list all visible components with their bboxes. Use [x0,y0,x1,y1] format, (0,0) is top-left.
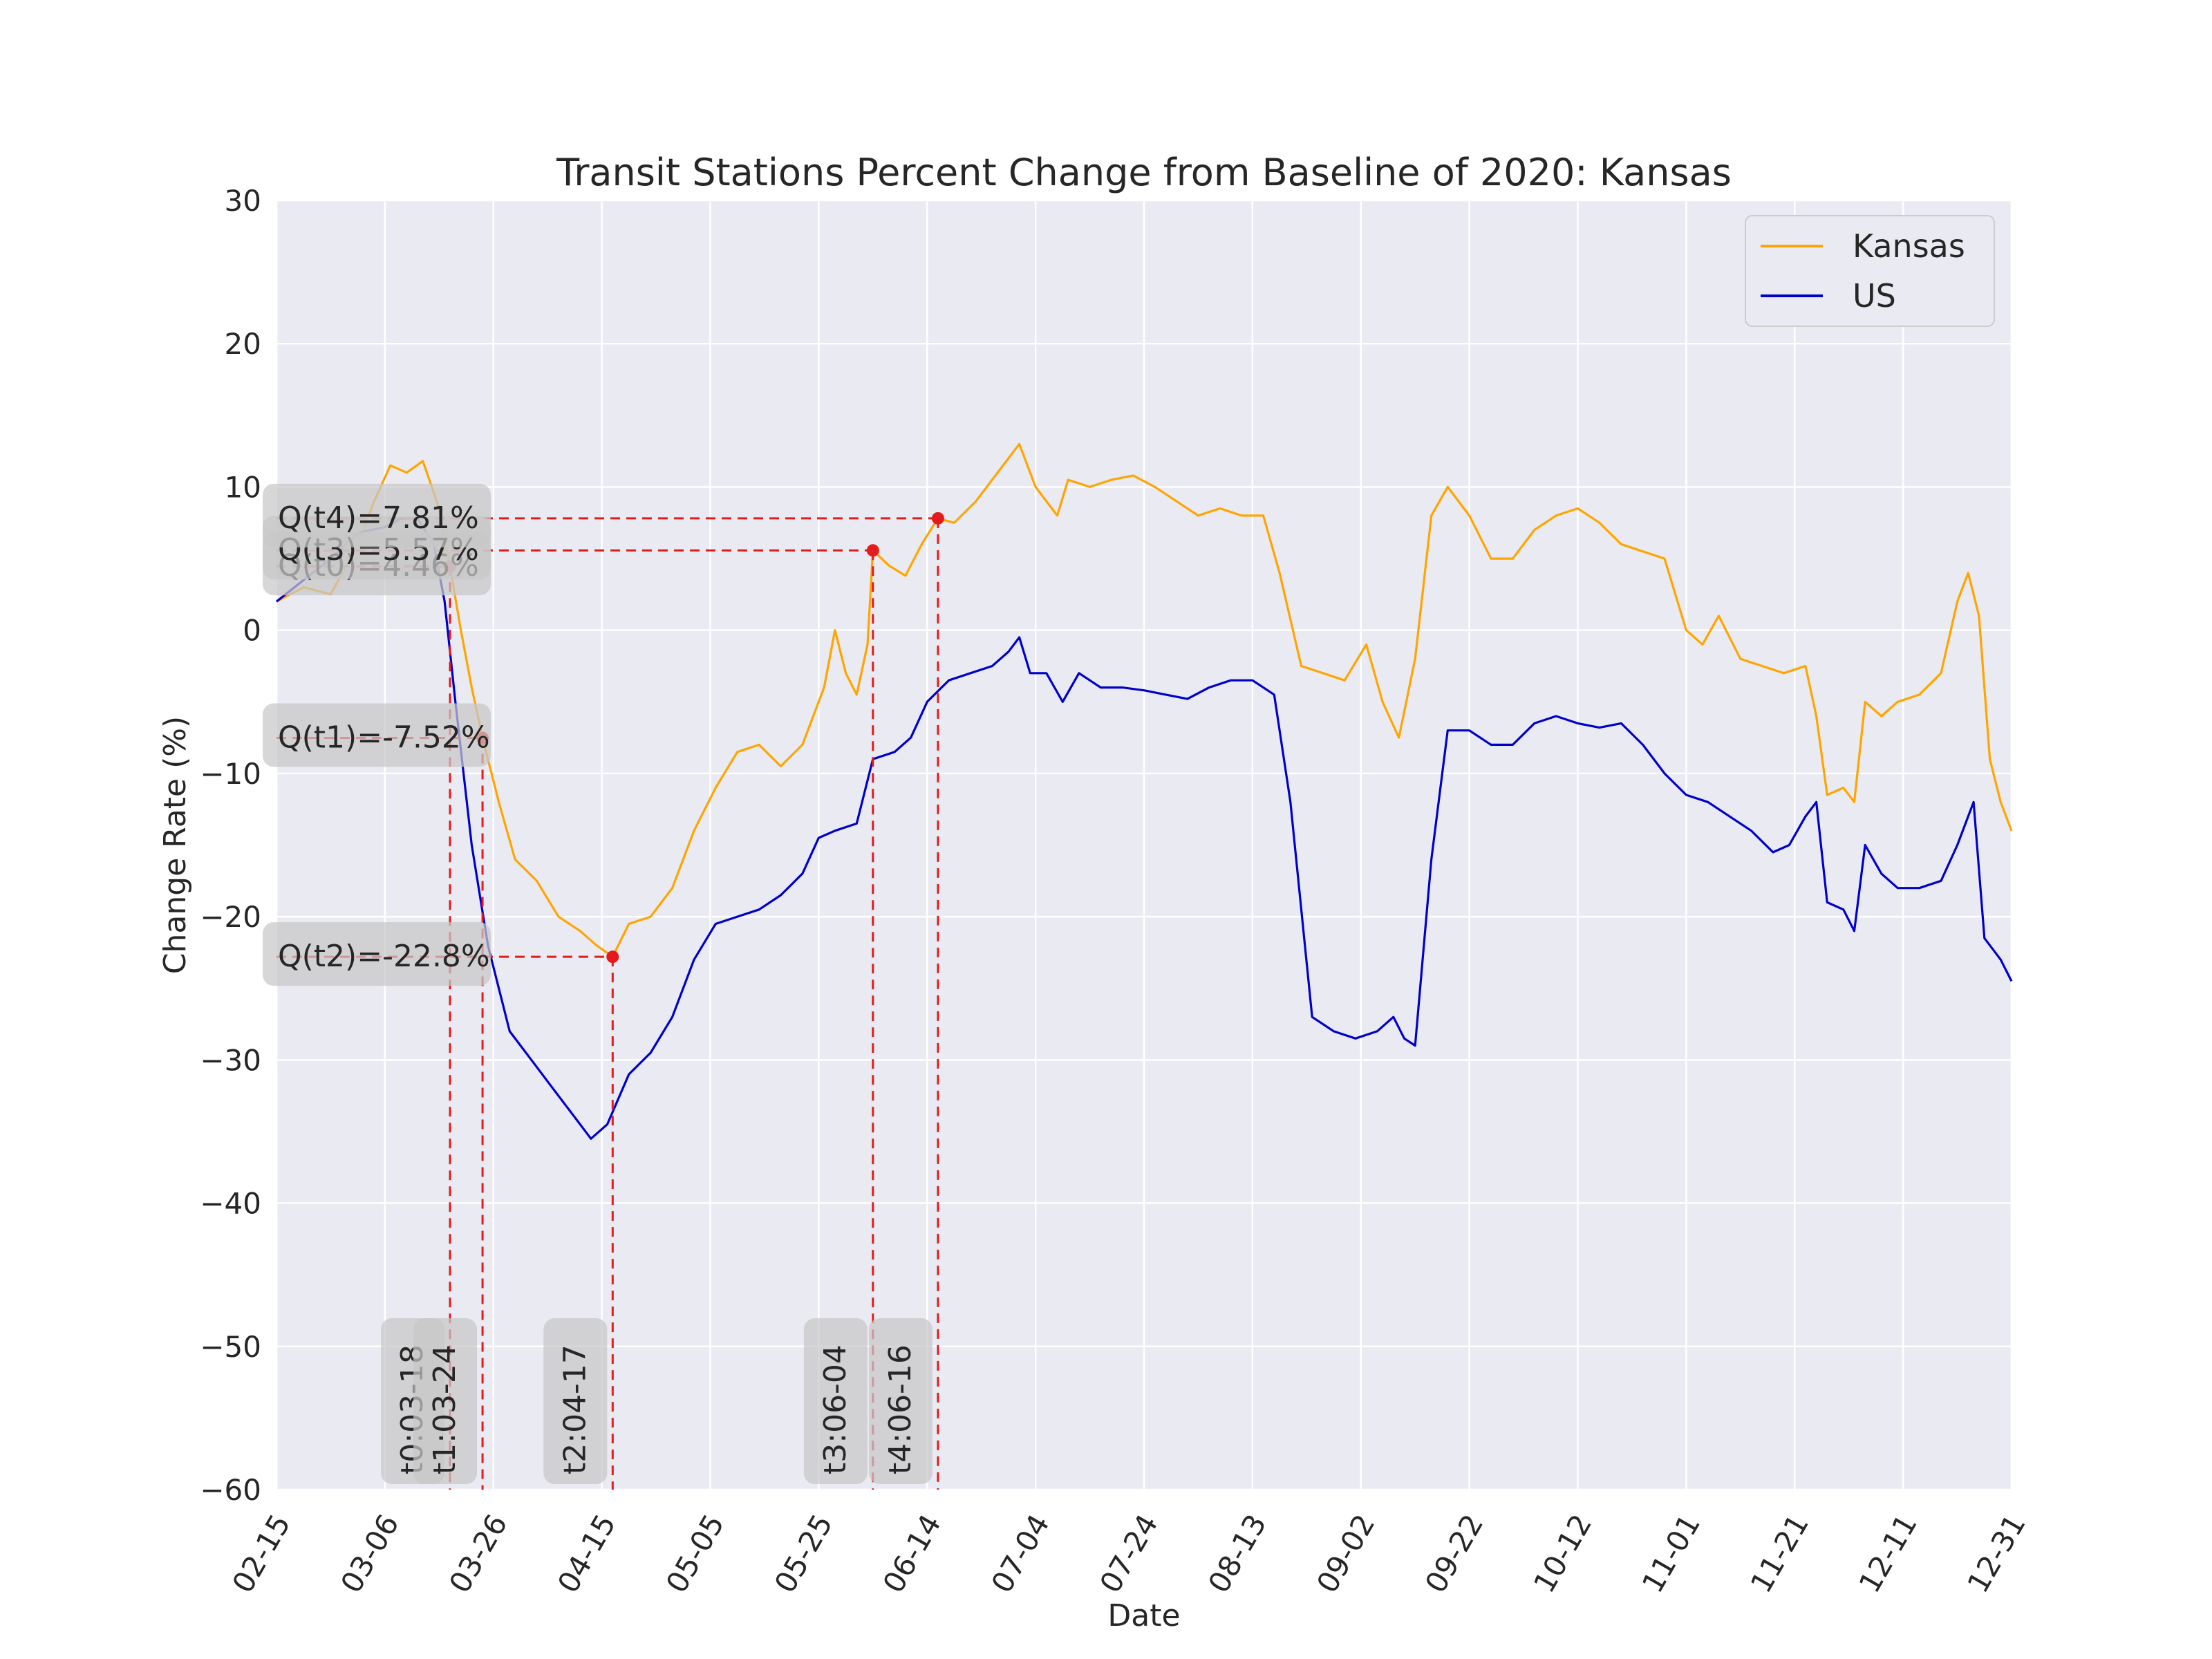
x-tick-label: 04-15 [551,1508,622,1598]
series-group [276,442,2013,1140]
legend: Kansas US [1745,215,1995,327]
x-tick-label: 12-11 [1852,1508,1923,1598]
legend-label: US [1853,277,1896,315]
y-tick-label: 30 [225,184,261,218]
y-tick-label: 20 [225,327,261,361]
y-tick-label: −40 [200,1187,261,1221]
x-tick-label: 11-01 [1635,1508,1707,1598]
value-label: Q(t2)=-22.8% [278,939,490,974]
legend-label: Kansas [1853,227,1965,265]
legend-box [1745,215,1995,327]
series-line-us [276,517,2013,1140]
x-axis-label: Date [1107,1598,1180,1633]
x-tick-label: 10-12 [1527,1508,1598,1598]
x-tick-label: 08-13 [1201,1508,1273,1598]
value-label: Q(t4)=7.81% [278,500,479,536]
marker-point [931,512,944,525]
y-axis-label: Change Rate (%) [158,716,193,974]
x-tick-label: 03-06 [334,1508,405,1598]
x-tick-label: 02-15 [225,1508,297,1598]
x-tick-label: 09-02 [1310,1508,1381,1598]
date-label: t2:04-17 [557,1344,592,1474]
annotations: Q(t0)=4.46%t0:03-18Q(t1)=-7.52%t1:03-24Q… [263,483,932,1484]
series-line-kansas [276,442,2013,958]
x-tick-label: 06-14 [877,1508,948,1598]
x-tick-label: 07-24 [1093,1508,1164,1598]
value-label-box [263,483,491,547]
y-tick-label: −20 [200,900,261,934]
x-tick-label: 05-05 [659,1508,731,1598]
y-tick-label: −10 [200,757,261,791]
y-tick-label: 0 [243,614,261,648]
chart-title: Transit Stations Percent Change from Bas… [556,151,1732,194]
x-tick-label: 11-21 [1744,1508,1815,1598]
date-label: t1:03-24 [427,1344,462,1474]
date-label-box [803,1318,868,1484]
y-tick-label: 10 [225,470,261,504]
date-label-box [868,1318,932,1484]
value-label-box [263,922,491,986]
x-tick-label: 09-22 [1418,1508,1490,1598]
value-label-box [263,703,491,767]
date-label-box [413,1318,478,1484]
y-tick-label: −50 [200,1330,261,1364]
date-label: t3:06-04 [818,1344,853,1474]
value-label: Q(t1)=-7.52% [278,720,490,755]
date-label: t4:06-16 [883,1344,918,1474]
y-tick-label: −60 [200,1473,261,1507]
date-label-box [543,1318,608,1484]
x-tick-label: 05-25 [768,1508,839,1598]
x-tick-label: 07-04 [984,1508,1056,1598]
marker-point [606,950,619,964]
x-tick-label: 03-26 [442,1508,514,1598]
marker-point [866,544,879,557]
y-tick-label: −30 [200,1043,261,1077]
x-tick-label: 12-31 [1960,1508,2032,1598]
